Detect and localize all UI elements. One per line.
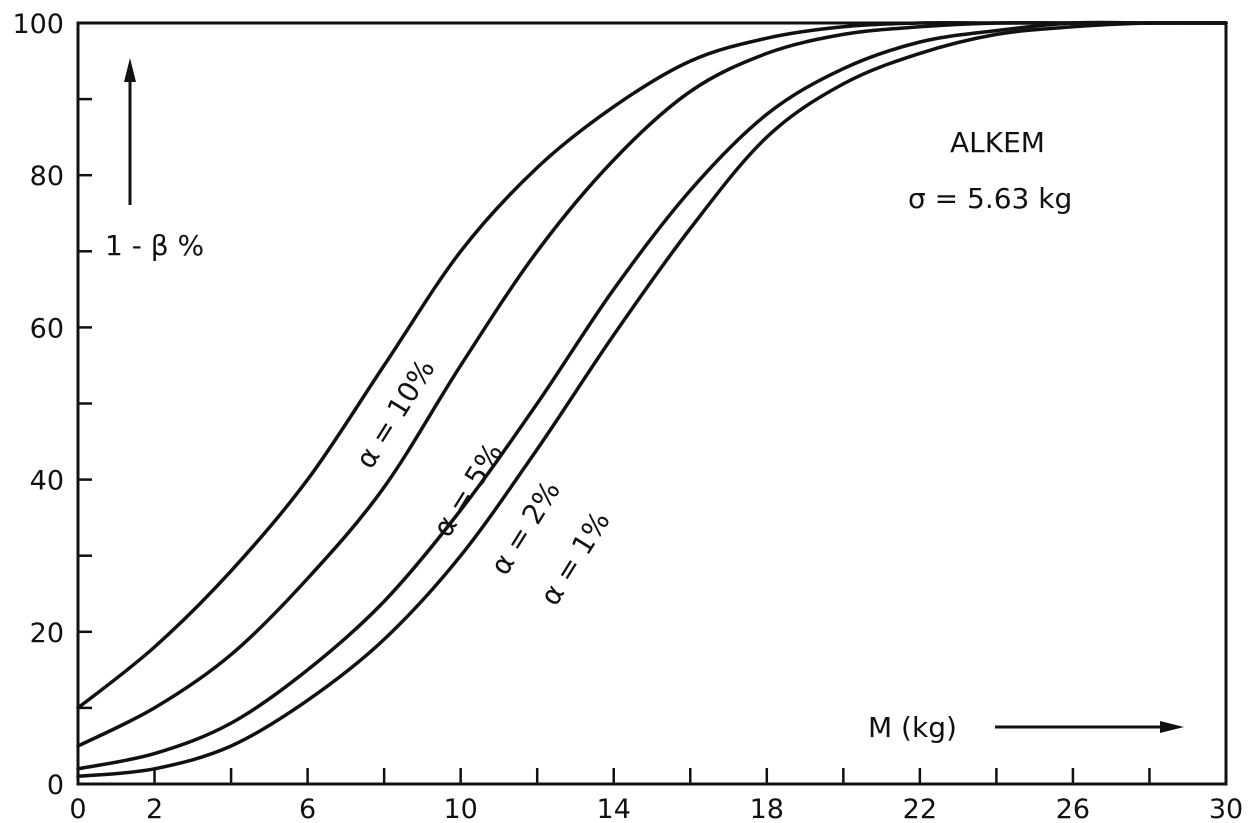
series-line [76,20,1228,771]
y-tick-label: 80 [30,161,64,192]
x-tick-label: 22 [903,794,937,823]
x-axis-label: M (kg) [868,711,957,744]
plot-frame [76,21,1228,786]
annotation-sigma: σ = 5.63 kg [908,182,1072,215]
y-tick-label: 0 [47,770,64,801]
series-label: α = 5% [426,437,509,543]
x-tick-label: 26 [1056,794,1090,823]
y-axis-label: 1 - β % [105,229,204,262]
y-tick-label: 20 [30,618,64,649]
y-axis-label-group: 1 - β % [105,58,204,262]
x-tick-label: 18 [750,794,784,823]
annotation-alkem: ALKEM [950,126,1045,159]
x-axis-arrow-head [1160,721,1184,733]
x-tick-label: 14 [597,794,631,823]
x-tick-label: 2 [146,794,163,823]
series-line [76,20,1228,748]
x-tick-label: 6 [299,794,316,823]
series-label: α = 10% [349,353,442,474]
series-line [76,20,1228,779]
y-axis-arrow-head [124,58,136,82]
series-line [76,20,1228,710]
y-tick-label: 40 [30,466,64,497]
x-tick-label: 30 [1209,794,1243,823]
x-tick-label: 0 [69,794,86,823]
x-tick-label: 10 [443,794,477,823]
curves [76,20,1228,779]
x-axis-label-group: M (kg) [868,711,1184,744]
y-tick-label: 60 [30,313,64,344]
y-tick-label: 100 [12,9,64,40]
